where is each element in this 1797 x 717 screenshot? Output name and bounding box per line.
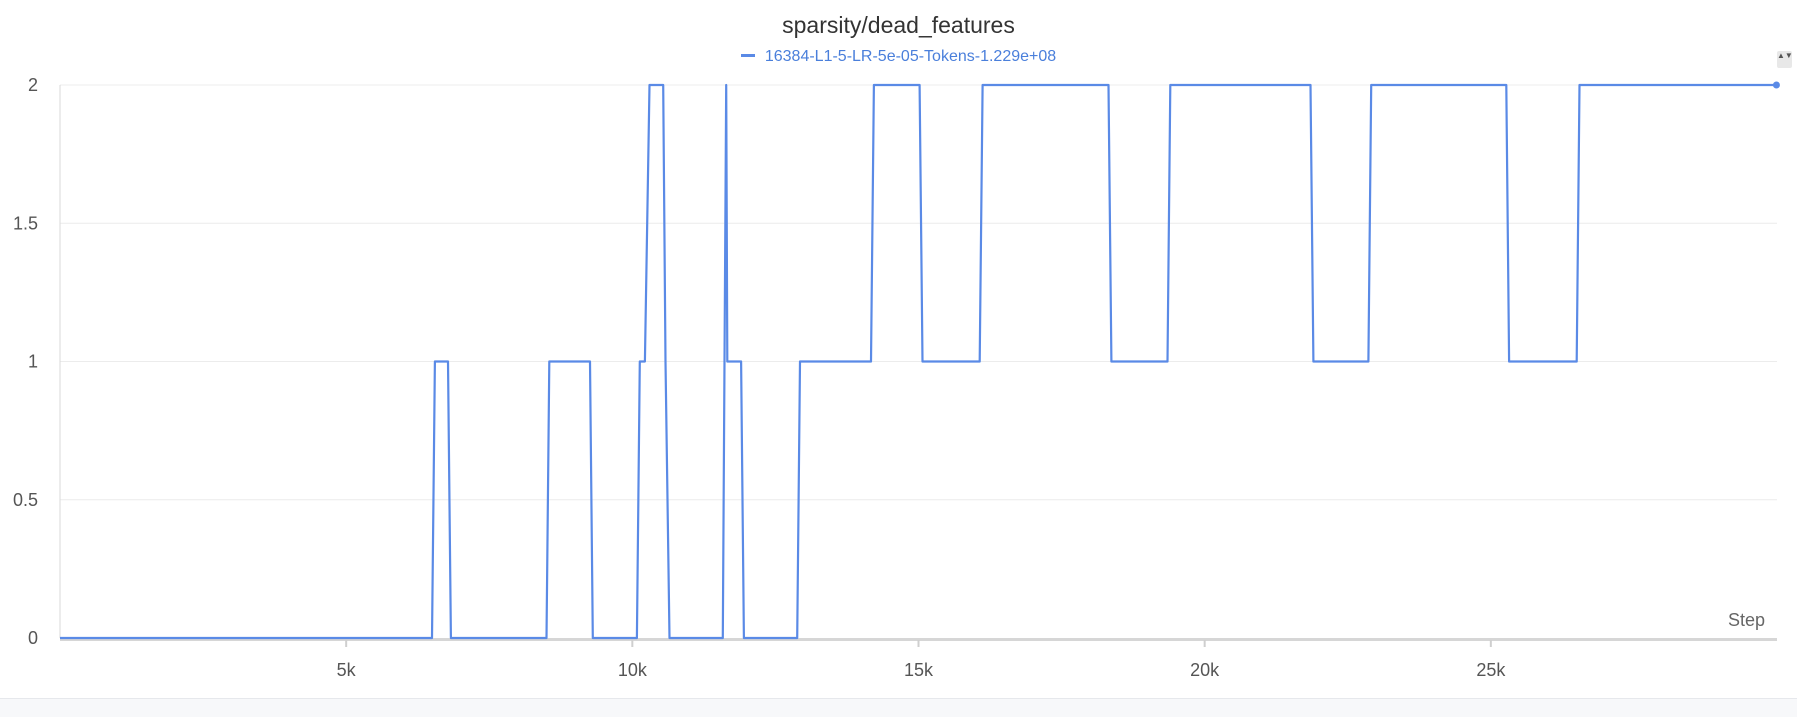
x-tick-label: 15k — [904, 660, 934, 680]
legend[interactable]: 16384-L1-5-LR-5e-05-Tokens-1.229e+08 — [0, 48, 1797, 66]
x-axis-title: Step — [1728, 610, 1765, 630]
x-tick-label: 25k — [1476, 660, 1506, 680]
legend-swatch — [740, 54, 755, 58]
panel-footer-band — [0, 698, 1797, 717]
legend-scroll-control[interactable]: ▲▼ — [1777, 51, 1793, 68]
series-layer — [60, 81, 1780, 640]
x-tick-label: 20k — [1190, 660, 1220, 680]
axes — [59, 85, 1777, 647]
y-tick-label: 0 — [28, 628, 38, 648]
y-tick-label: 2 — [28, 75, 38, 95]
legend-series-label: 16384-L1-5-LR-5e-05-Tokens-1.229e+08 — [764, 48, 1057, 65]
y-tick-label: 1.5 — [13, 213, 38, 233]
y-tick-label: 1 — [28, 352, 38, 372]
series-end-point — [1772, 81, 1780, 89]
grid-lines — [60, 84, 1777, 501]
y-tick-label: 0.5 — [13, 490, 38, 510]
series-line — [60, 83, 1777, 640]
x-tick-label: 10k — [618, 660, 648, 680]
chart-title: sparsity/dead_features — [782, 12, 1015, 38]
up-down-arrows-icon: ▲▼ — [1777, 51, 1793, 60]
x-tick-label: 5k — [337, 660, 357, 680]
